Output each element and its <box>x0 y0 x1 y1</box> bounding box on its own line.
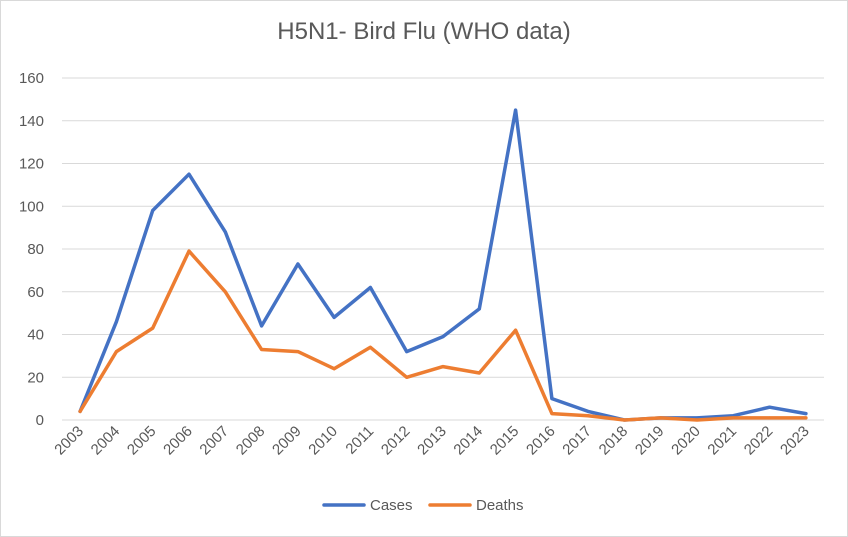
y-tick-label: 80 <box>27 241 44 258</box>
x-tick-label: 2022 <box>741 423 777 459</box>
data-point-deaths <box>622 418 626 422</box>
y-tick-label: 20 <box>27 369 44 386</box>
data-point-deaths <box>405 375 409 379</box>
legend-label-cases: Cases <box>370 497 413 514</box>
x-tick-label: 2019 <box>632 423 668 459</box>
data-point-deaths <box>477 371 481 375</box>
data-point-deaths <box>804 416 808 420</box>
y-tick-label: 0 <box>36 412 44 429</box>
data-point-deaths <box>78 409 82 413</box>
data-point-deaths <box>659 416 663 420</box>
x-tick-label: 2008 <box>233 423 269 459</box>
y-tick-label: 120 <box>19 156 44 173</box>
data-point-deaths <box>586 414 590 418</box>
x-tick-label: 2003 <box>51 423 87 459</box>
x-tick-label: 2015 <box>487 423 523 459</box>
data-point-deaths <box>768 416 772 420</box>
data-point-deaths <box>260 347 264 351</box>
x-tick-label: 2009 <box>269 423 305 459</box>
data-point-deaths <box>368 345 372 349</box>
data-point-cases <box>441 335 445 339</box>
data-point-deaths <box>296 350 300 354</box>
data-point-deaths <box>731 416 735 420</box>
x-tick-label: 2016 <box>523 423 559 459</box>
data-point-cases <box>223 230 227 234</box>
x-tick-label: 2011 <box>342 423 377 458</box>
data-point-deaths <box>114 350 118 354</box>
data-point-deaths <box>223 290 227 294</box>
series-lines <box>78 108 808 422</box>
data-point-cases <box>405 350 409 354</box>
x-tick-label: 2013 <box>414 423 450 459</box>
data-point-deaths <box>514 328 518 332</box>
legend: Cases Deaths <box>322 497 524 514</box>
data-point-deaths <box>441 365 445 369</box>
data-point-deaths <box>550 412 554 416</box>
legend-label-deaths: Deaths <box>476 497 524 514</box>
y-axis-ticks: 0 20 40 60 80 100 120 140 160 <box>19 70 44 429</box>
data-point-deaths <box>695 418 699 422</box>
data-point-cases <box>586 409 590 413</box>
y-tick-label: 60 <box>27 284 44 301</box>
gridlines <box>62 77 824 421</box>
data-point-cases <box>368 285 372 289</box>
x-tick-label: 2023 <box>777 423 813 459</box>
chart-title: H5N1- Bird Flu (WHO data) <box>277 18 571 45</box>
x-tick-label: 2007 <box>196 423 232 459</box>
data-point-deaths <box>187 249 191 253</box>
data-point-cases <box>151 209 155 213</box>
x-tick-label: 2018 <box>596 423 632 459</box>
y-tick-label: 140 <box>19 113 44 130</box>
x-tick-label: 2006 <box>160 423 196 459</box>
data-point-cases <box>114 320 118 324</box>
data-point-deaths <box>151 326 155 330</box>
x-tick-label: 2020 <box>668 423 704 459</box>
y-tick-label: 100 <box>19 198 44 215</box>
data-point-cases <box>550 397 554 401</box>
data-point-cases <box>804 412 808 416</box>
y-tick-label: 160 <box>19 70 44 87</box>
x-tick-label: 2014 <box>450 423 486 459</box>
x-tick-label: 2017 <box>559 423 595 459</box>
x-tick-label: 2021 <box>704 423 740 459</box>
x-tick-label: 2010 <box>305 423 341 459</box>
data-point-cases <box>332 315 336 319</box>
y-tick-label: 40 <box>27 327 44 344</box>
data-point-deaths <box>332 367 336 371</box>
data-point-cases <box>768 405 772 409</box>
x-tick-label: 2004 <box>88 423 124 459</box>
x-tick-label: 2012 <box>378 423 414 459</box>
data-point-cases <box>477 307 481 311</box>
data-point-cases <box>296 262 300 266</box>
x-axis-ticks: 2003 2004 2005 2006 2007 2008 2009 2010 2011 2012… <box>51 423 812 459</box>
data-point-cases <box>187 172 191 176</box>
series-line-cases <box>78 108 808 422</box>
x-tick-label: 2005 <box>124 423 160 459</box>
data-point-cases <box>514 108 518 112</box>
data-point-cases <box>260 324 264 328</box>
